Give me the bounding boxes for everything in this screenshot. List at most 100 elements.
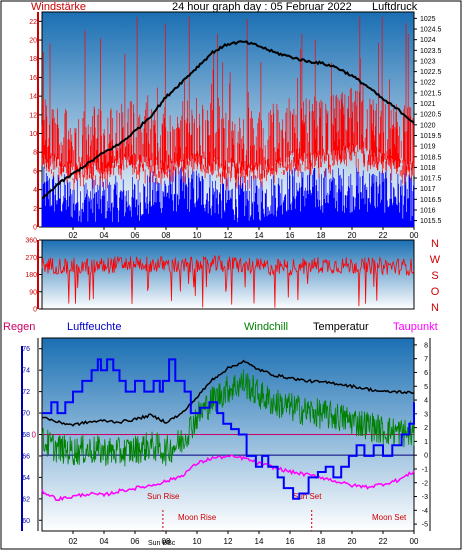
temp-tick-label: -2 (422, 480, 428, 487)
pressure-tick-label: 1018 (420, 165, 436, 172)
temp-x-tick-label: 18 (317, 537, 326, 546)
pressure-tick-label: 1016.5 (420, 197, 442, 204)
temp-x-tick-label: 14 (255, 537, 264, 546)
wind-x-tick-label: 06 (131, 231, 140, 240)
wind-x-tick-label: 22 (379, 231, 388, 240)
wind-tick-label: 14 (29, 94, 37, 101)
pressure-tick-label: 1018.5 (420, 154, 442, 161)
compass-label: O (431, 286, 440, 298)
gust-bars (41, 166, 415, 227)
wind-x-tick-label: 20 (348, 231, 357, 240)
direction-tick-label: 180 (25, 272, 37, 279)
temp-tick-label: 1 (424, 439, 428, 446)
wind-x-tick-label: 04 (100, 231, 109, 240)
wind-tick-label: 18 (29, 56, 37, 63)
humidity-tick-label: 74 (22, 368, 30, 375)
wind-tick-label: 20 (29, 38, 37, 45)
direction-tick-label: 360 (25, 238, 37, 245)
wind-tick-label: 10 (29, 131, 37, 138)
wind-tick-label: 4 (33, 187, 37, 194)
legend-humidity: Luftfeuchte (67, 321, 121, 333)
temp-tick-label: -5 (422, 522, 428, 529)
temp-x-tick-label: 16 (286, 537, 295, 546)
humidity-tick-label: 68 (22, 432, 30, 439)
wind-x-tick-label: 02 (69, 231, 78, 240)
direction-tick-label: 270 (25, 255, 37, 262)
pressure-tick-label: 1024 (420, 37, 436, 44)
humidity-tick-label: 62 (22, 496, 30, 503)
temp-tick-label: -1 (422, 466, 428, 473)
direction-panel (41, 239, 415, 310)
wind-axis-label: Windstärke (31, 1, 86, 13)
wind-bars (41, 16, 415, 190)
moon-rise-label: Moon Rise (178, 513, 217, 522)
temp-tick-label: -3 (422, 494, 428, 501)
temp-x-tick-label: 04 (100, 537, 109, 546)
pressure-line (41, 40, 415, 200)
pressure-tick-label: 1019 (420, 144, 436, 151)
legend-dewpoint: Taupunkt (393, 321, 438, 333)
humidity-tick-label: 76 (22, 346, 30, 353)
chart-title: 24 hour graph day : 05 Februar 2022 (172, 1, 352, 13)
temp-x-tick-label: 22 (379, 537, 388, 546)
humidity-tick-label: 72 (22, 389, 30, 396)
temp-tick-label: -4 (422, 508, 428, 515)
sun-set-label: Sun Set (293, 492, 322, 501)
pressure-tick-label: 1023.5 (420, 48, 442, 55)
temp-x-tick-label: 06 (131, 537, 140, 546)
pressure-tick-label: 1021.5 (420, 90, 442, 97)
dewpoint-line (41, 454, 415, 502)
temp-x-tick-label: 10 (193, 537, 202, 546)
wind-tick-label: 22 (29, 19, 37, 26)
wind-tick-label: 6 (33, 168, 37, 175)
pressure-axis-label: Luftdruck (372, 1, 418, 13)
chart-marks-layer: 02468101214161820221015.510161016.510171… (21, 12, 442, 546)
wind-tick-label: 8 (33, 150, 37, 157)
temp-x-tick-label: 12 (224, 537, 233, 546)
temp-tick-label: 0 (424, 453, 428, 460)
humidity-tick-label: 70 (22, 411, 30, 418)
wind-x-tick-label: 08 (162, 231, 171, 240)
humidity-line (42, 358, 415, 500)
wind-x-tick-label: 14 (255, 231, 264, 240)
wind-x-tick-label: 16 (286, 231, 295, 240)
temp-tick-label: 8 (424, 342, 428, 349)
sun-rise-label: Sun Rise (147, 492, 180, 501)
direction-line (41, 254, 415, 308)
legend-temperature: Temperatur (313, 321, 369, 333)
temp-tick-label: 2 (424, 425, 428, 432)
rain-zero-label: 0 (32, 431, 37, 440)
pressure-tick-label: 1017.5 (420, 176, 442, 183)
pressure-tick-label: 1019.5 (420, 133, 442, 140)
temperature-line (42, 359, 415, 427)
temp-tick-label: 6 (424, 370, 428, 377)
wind-tick-label: 12 (29, 112, 37, 119)
pressure-tick-label: 1025 (420, 16, 436, 23)
temp-tick-label: 7 (424, 356, 428, 363)
pressure-tick-label: 1022.5 (420, 69, 442, 76)
compass-label: N (431, 302, 439, 314)
temp-x-tick-label: 08 (162, 537, 171, 546)
wind-x-tick-label: 18 (317, 231, 326, 240)
humidity-tick-label: 66 (22, 453, 30, 460)
temp-x-tick-label: 20 (348, 537, 357, 546)
pressure-tick-label: 1023 (420, 58, 436, 65)
pressure-tick-label: 1022 (420, 80, 436, 87)
temp-tick-label: 5 (424, 384, 428, 391)
temp-x-tick-label: 00 (410, 537, 419, 546)
compass-label: W (430, 254, 441, 266)
pressure-tick-label: 1016 (420, 207, 436, 214)
pressure-tick-label: 1021 (420, 101, 436, 108)
wind-tick-label: 0 (33, 225, 37, 232)
compass-label: N (431, 238, 439, 250)
direction-tick-label: 0 (33, 307, 37, 314)
pressure-tick-label: 1020.5 (420, 112, 442, 119)
wind-x-tick-label: 12 (224, 231, 233, 240)
legend-rain: Regen (3, 321, 35, 333)
pressure-tick-label: 1017 (420, 186, 436, 193)
legend-windchill: Windchill (244, 321, 288, 333)
direction-tick-label: 90 (29, 289, 37, 296)
